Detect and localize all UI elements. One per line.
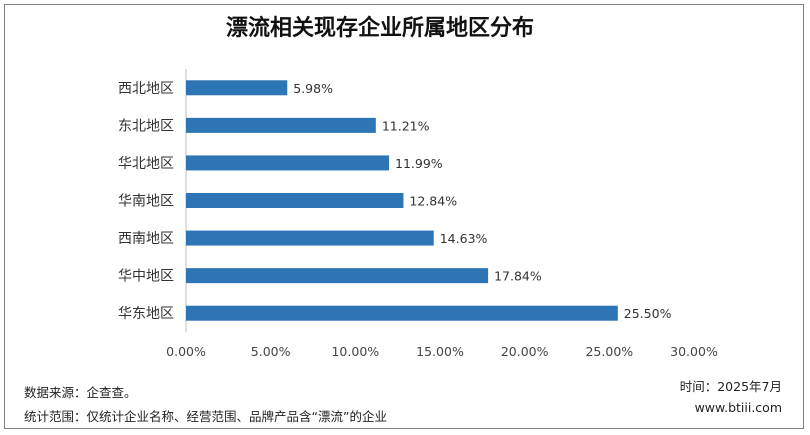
x-tick-label: 20.00% [501,344,549,359]
category-label: 华中地区 [118,269,174,285]
bar-3 [186,155,390,171]
scope-note: 统计范围：仅统计企业名称、经营范围、品牌产品含“漂流”的企业 [24,409,387,424]
category-label: 华东地区 [118,306,174,322]
category-label: 西北地区 [118,81,174,97]
bar-7 [186,305,618,321]
bar-2 [186,117,376,133]
value-label: 25.50% [624,306,672,321]
value-label: 14.63% [440,231,488,246]
chart-frame [4,4,804,429]
x-tick-label: 10.00% [331,344,379,359]
x-tick-label: 30.00% [670,344,718,359]
bar-5 [186,230,434,246]
x-tick-label: 15.00% [416,344,464,359]
value-label: 17.84% [494,269,542,284]
value-label: 11.99% [395,156,443,171]
x-tick-label: 25.00% [585,344,633,359]
category-label: 华南地区 [118,194,174,210]
x-tick-label: 5.00% [251,344,291,359]
category-label: 东北地区 [118,118,174,134]
x-tick-label: 0.00% [166,344,206,359]
website-note: www.btiii.com [694,400,782,415]
value-label: 5.98% [293,81,333,96]
bar-6 [186,268,489,284]
bar-1 [186,80,288,96]
value-label: 11.21% [382,118,430,133]
value-label: 12.84% [409,194,457,209]
category-label: 西南地区 [118,231,174,247]
data-source-note: 数据来源：企查查。 [24,385,137,400]
category-label: 华北地区 [118,156,174,172]
chart-title: 漂流相关现存企业所属地区分布 [225,16,534,41]
bar-4 [186,193,404,208]
time-note: 时间：2025年7月 [679,379,782,394]
